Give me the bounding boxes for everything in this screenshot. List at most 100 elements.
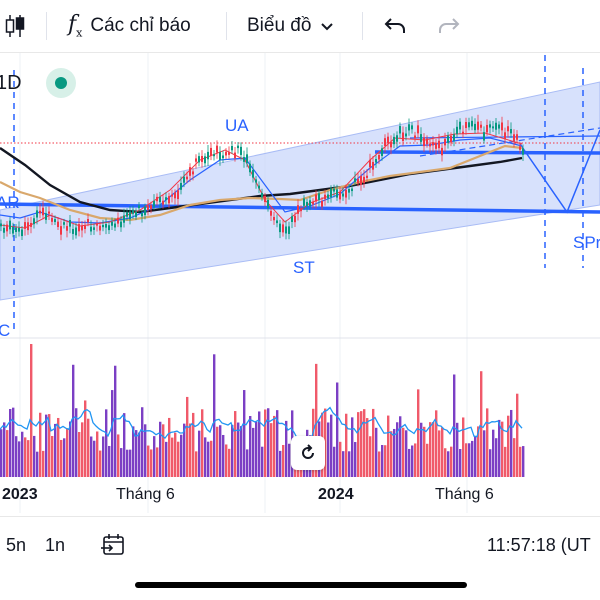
volume-bar: [270, 423, 273, 477]
candle: [141, 213, 143, 217]
candle: [369, 159, 371, 168]
candle: [390, 141, 392, 148]
volume-bar: [510, 409, 513, 477]
candle: [429, 143, 431, 147]
candle: [339, 191, 341, 200]
candle: [0, 223, 2, 227]
candle: [408, 124, 410, 131]
candle: [150, 205, 152, 209]
volume-bar: [6, 430, 9, 477]
candle: [204, 156, 206, 164]
volume-bar: [480, 371, 483, 477]
undo-button[interactable]: [384, 0, 406, 52]
volume-bar: [420, 422, 423, 477]
volume-bar: [417, 389, 420, 477]
candle: [123, 215, 125, 223]
volume-bar: [66, 428, 69, 477]
volume-bar: [96, 431, 99, 477]
candle: [438, 140, 440, 149]
candle: [63, 222, 65, 225]
price-chart[interactable]: 1D UA ST AR SPr C 2023 Tháng 6 2024 Thán…: [0, 53, 600, 513]
volume-bar: [192, 412, 195, 477]
volume-bar: [90, 436, 93, 477]
candle: [216, 145, 218, 153]
volume-bar: [213, 354, 216, 477]
volume-bar: [516, 393, 519, 477]
candle: [264, 195, 266, 203]
volume-bar: [12, 407, 15, 477]
candle: [309, 200, 311, 207]
volume-bar: [228, 448, 231, 477]
volume-bar: [471, 440, 474, 477]
volume-bar: [174, 432, 177, 477]
volume-bar: [315, 363, 318, 477]
candle: [18, 227, 20, 232]
clock-time-display[interactable]: 11:57:18 (UT: [487, 517, 591, 573]
volume-bar: [141, 407, 144, 477]
volume-bar: [69, 421, 72, 477]
volume-bar: [252, 427, 255, 477]
candle: [387, 136, 389, 144]
candle: [153, 200, 155, 207]
candle: [21, 229, 23, 237]
volume-bar: [282, 444, 285, 477]
candle: [483, 132, 485, 141]
volume-bar: [477, 426, 480, 477]
volume-bar: [0, 429, 3, 477]
volume-bar: [249, 416, 252, 477]
candle: [219, 152, 221, 161]
volume-bar: [93, 440, 96, 477]
candle: [138, 205, 140, 209]
range-5y-button[interactable]: 5n: [6, 517, 26, 573]
volume-bar: [339, 441, 342, 477]
candle: [489, 124, 491, 128]
candle: [513, 134, 515, 141]
candle: [108, 225, 110, 231]
range-1y-button[interactable]: 1n: [45, 517, 65, 573]
candle: [366, 175, 368, 178]
volume-bar: [120, 448, 123, 477]
volume-bar: [180, 434, 183, 477]
x-axis-label-june-2023: Tháng 6: [116, 486, 175, 503]
volume-bar: [87, 418, 90, 477]
volume-bar: [39, 412, 42, 477]
volume-bar: [426, 443, 429, 477]
candle: [297, 205, 299, 214]
volume-bar: [498, 419, 501, 477]
candle: [468, 122, 470, 128]
bottom-toolbar: 5n 1n 11:57:18 (UT: [0, 516, 600, 573]
indicators-button[interactable]: fx Các chỉ báo: [68, 0, 191, 52]
candlestick-icon[interactable]: [4, 0, 26, 52]
volume-bar: [45, 414, 48, 477]
candle: [39, 210, 41, 214]
volume-bar: [9, 408, 12, 477]
reset-chart-button[interactable]: [291, 436, 325, 470]
candle: [102, 224, 104, 228]
range-1y-label: 1n: [45, 534, 66, 555]
candle: [345, 189, 347, 198]
candle: [453, 134, 455, 141]
go-to-date-button[interactable]: [100, 517, 126, 573]
volume-bar: [255, 421, 258, 477]
candle: [432, 142, 434, 146]
volume-bar: [360, 411, 363, 477]
candle: [273, 216, 275, 221]
volume-bar: [366, 418, 369, 477]
volume-bar: [438, 430, 441, 477]
chart-type-button[interactable]: Biểu đồ: [247, 0, 334, 52]
volume-bar: [72, 364, 75, 477]
calendar-goto-icon: [101, 534, 124, 555]
volume-bar: [273, 415, 276, 477]
volume-bar: [411, 445, 414, 477]
candle: [159, 196, 161, 203]
toolbar-divider: [46, 12, 47, 40]
volume-bar: [258, 411, 261, 477]
candle: [243, 157, 245, 162]
candle: [171, 194, 173, 197]
volume-bar: [204, 437, 207, 477]
volume-bar: [522, 446, 525, 477]
volume-bar: [492, 429, 495, 477]
volume-bar: [102, 436, 105, 477]
redo-button[interactable]: [438, 0, 460, 52]
candle: [360, 176, 362, 185]
